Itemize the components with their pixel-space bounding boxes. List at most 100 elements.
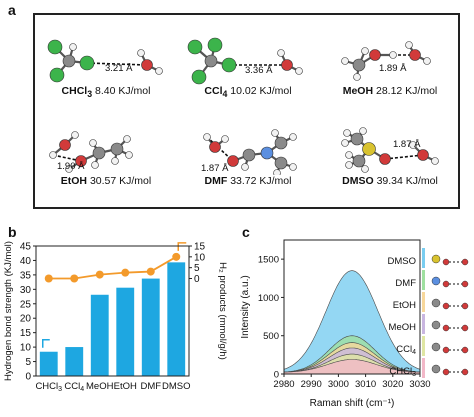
x-tick-label: 3030 <box>409 379 430 390</box>
legend-label-CCl4: CCl4 <box>396 344 416 356</box>
y2-axis-label: H₂ products (mmol/g/h) <box>217 262 228 360</box>
legend-molecule-atom <box>431 364 441 374</box>
legend-molecule-atom <box>442 302 450 310</box>
hydrogen-atom <box>353 73 361 81</box>
legend-molecule-atom <box>461 324 469 332</box>
x-tick-label: CCl4 <box>64 381 84 393</box>
hydrogen-bond-line <box>384 154 424 160</box>
hbond-distance-label: 1.89 Å <box>379 63 407 74</box>
hydrogen-atom <box>71 131 79 139</box>
legend-label-MeOH: MeOH <box>389 322 417 333</box>
hydrogen-atom <box>123 135 131 143</box>
hydrogen-atom <box>345 161 353 169</box>
meoh-caption: MeOH 28.12 KJ/mol <box>342 85 438 97</box>
etoh-structure: 1.90 Å <box>49 131 133 173</box>
oxygen-atom <box>281 59 293 71</box>
y2-tick-label: 10 <box>194 252 206 263</box>
hydrogen-atom <box>277 49 285 57</box>
carbon-atom <box>110 142 124 156</box>
y-tick-label: 0 <box>25 372 31 383</box>
x-tick-label: 3020 <box>382 379 403 390</box>
legend-label-EtOH: EtOH <box>393 300 416 311</box>
hydrogen-atom <box>341 57 349 65</box>
bar-DMF <box>141 278 160 376</box>
molecule-cell-etoh: 1.90 Å EtOH 30.57 KJ/mol <box>35 125 177 187</box>
bar-MeOH <box>90 294 109 376</box>
hydrogen-bond-line <box>86 62 148 66</box>
hbond-distance-label: 1.90 Å <box>57 161 85 172</box>
h2-marker-EtOH <box>121 268 130 277</box>
molecule-cell-ccl4: 3.36 Å CCl4 10.02 KJ/mol <box>177 35 319 100</box>
x-tick-label: DMSO <box>162 381 191 392</box>
molecule-cell-chcl3: 3.21 Å CHCl3 8.40 KJ/mol <box>35 35 177 99</box>
ccl4-caption: CCl4 10.02 KJ/mol <box>204 85 292 100</box>
hydrogen-atom <box>341 139 349 147</box>
legend-swatch-DMSO <box>422 248 425 268</box>
y-tick-label: 10 <box>20 343 32 354</box>
y-tick-label: 1500 <box>258 255 279 266</box>
x-tick-label: 3010 <box>355 379 376 390</box>
hydrogen-atom <box>359 127 367 135</box>
legend-molecule-atom <box>431 298 441 308</box>
oxygen-atom <box>75 155 87 167</box>
hydrogen-atom <box>405 41 413 49</box>
y-tick-label: 500 <box>263 331 279 342</box>
carbon-atom <box>204 54 218 68</box>
legend-swatch-MeOH <box>422 314 425 334</box>
dmf-structure: 1.87 Å <box>201 129 297 175</box>
chlorine-atom <box>207 37 223 53</box>
x-tick-label: 3000 <box>328 379 349 390</box>
bar-CCl4 <box>65 347 84 376</box>
legend-molecule-atom <box>431 320 441 330</box>
legend-molecule-atom <box>442 346 450 354</box>
chart-c: 2980 2990 3000 3010 3020 3030 0 500 1000 1500 Rama… <box>236 226 472 417</box>
panel-label-b: b <box>8 224 17 240</box>
hydrogen-atom <box>271 129 279 137</box>
legend-molecule-atom <box>431 276 441 286</box>
legend-swatch-CCl4 <box>422 336 425 356</box>
hydrogen-atom <box>65 165 73 173</box>
y-tick-label: 35 <box>20 270 32 281</box>
y-tick-label: 40 <box>20 256 32 267</box>
bar-EtOH <box>116 287 135 376</box>
x-tick-label: MeOH <box>86 381 114 392</box>
molecule-cell-dmso: 1.87 Å DMSO 39.34 KJ/mol <box>319 125 461 187</box>
hbond-distance-label: 3.21 Å <box>105 63 133 74</box>
legend-label-DMSO: DMSO <box>388 256 417 267</box>
line-axis-arrow <box>177 242 187 251</box>
hbond-distance-label: 1.87 Å <box>393 139 421 150</box>
carbon-atom <box>274 136 288 150</box>
hydrogen-atom <box>389 51 397 59</box>
panel-label-a: a <box>8 2 16 18</box>
carbon-atom <box>92 146 106 160</box>
y-tick-label: 20 <box>20 314 32 325</box>
legend-molecule-atom <box>461 280 469 288</box>
carbon-atom <box>350 132 364 146</box>
y-axis-label: Intensity (a.u.) <box>240 275 251 338</box>
chlorine-atom <box>79 55 95 71</box>
spectra-group <box>284 270 420 374</box>
hydrogen-atom <box>241 163 249 171</box>
carbon-atom <box>352 58 366 72</box>
hbond-distance-label: 1.87 Å <box>201 163 229 174</box>
h2-marker-CHCl3 <box>44 274 53 283</box>
hydrogen-atom <box>361 165 369 173</box>
hydrogen-atom <box>423 57 431 65</box>
molecule-cell-dmf: 1.87 Å DMF 33.72 KJ/mol <box>177 125 319 187</box>
y-tick-label: 45 <box>20 242 32 253</box>
carbon-atom <box>242 148 256 162</box>
y-axis-label: Hydrogen bond strength (KJ/mol) <box>3 241 14 381</box>
x-tick-label: 2990 <box>301 379 322 390</box>
hydrogen-atom <box>361 47 369 55</box>
h2-marker-CCl4 <box>70 274 79 283</box>
hydrogen-atom <box>273 169 281 175</box>
bar-DMSO <box>167 262 186 376</box>
hydrogen-atom <box>69 43 77 51</box>
hydrogen-atom <box>221 135 229 143</box>
ccl4-structure: 3.36 Å <box>187 37 303 85</box>
legend-label-CHCl3: CHCl3 <box>389 366 416 378</box>
legend-swatch-EtOH <box>422 292 425 312</box>
oxygen-atom <box>379 153 391 165</box>
hbond-distance-label: 3.36 Å <box>245 65 273 76</box>
